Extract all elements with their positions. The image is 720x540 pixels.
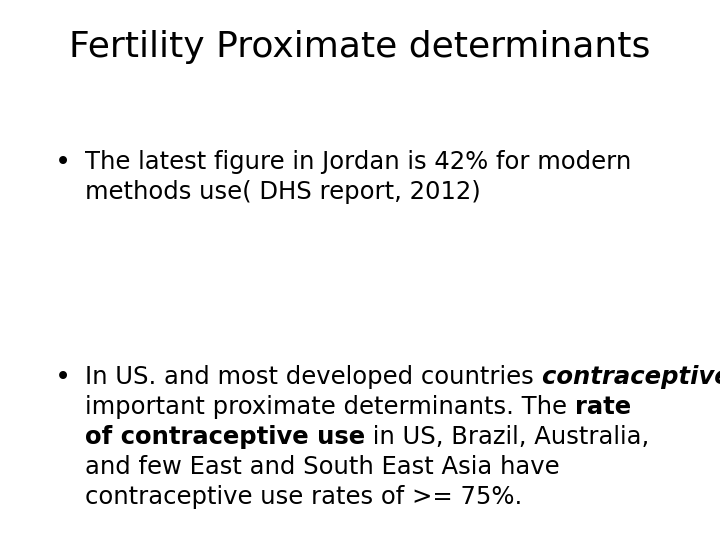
Text: methods use( DHS report, 2012): methods use( DHS report, 2012): [85, 180, 481, 204]
Text: in US, Brazil, Australia,: in US, Brazil, Australia,: [365, 425, 649, 449]
Text: and few East and South East Asia have: and few East and South East Asia have: [85, 455, 559, 479]
Text: •: •: [55, 150, 71, 176]
Text: important proximate determinants. The: important proximate determinants. The: [85, 395, 575, 419]
Text: Fertility Proximate determinants: Fertility Proximate determinants: [69, 30, 651, 64]
Text: In US. and most developed countries: In US. and most developed countries: [85, 365, 541, 389]
Text: rate: rate: [575, 395, 631, 419]
Text: of contraceptive use: of contraceptive use: [85, 425, 365, 449]
Text: •: •: [55, 365, 71, 391]
Text: contraceptive use rates of >= 75%.: contraceptive use rates of >= 75%.: [85, 485, 522, 509]
Text: The latest figure in Jordan is 42% for modern: The latest figure in Jordan is 42% for m…: [85, 150, 631, 174]
Text: contraceptive use and abortion: contraceptive use and abortion: [541, 365, 720, 389]
